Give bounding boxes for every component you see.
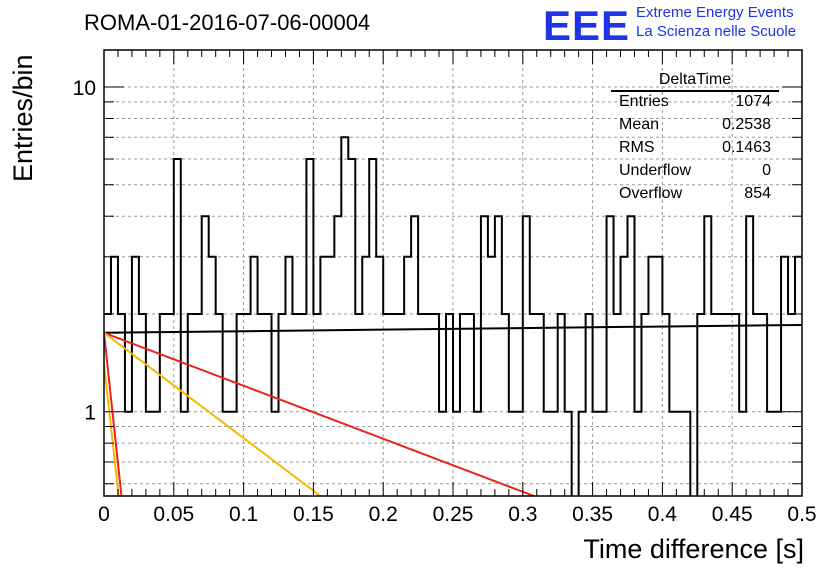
x-tick-label: 0.3	[508, 503, 537, 526]
y-axis-label-text: Entries/bin	[8, 54, 38, 182]
stats-title-underline	[611, 90, 779, 92]
stats-value: 0.2538	[722, 116, 771, 133]
x-tick-label: 0.25	[433, 503, 474, 526]
chart-title: ROMA-01-2016-07-06-00004	[84, 10, 371, 35]
stats-value: 0	[762, 162, 771, 179]
fit-line	[104, 323, 802, 334]
y-tick-label: 1	[84, 402, 96, 425]
fit-line	[104, 331, 535, 496]
stats-row-entries: Entries 1074	[619, 93, 771, 116]
stats-value: 854	[744, 185, 771, 202]
x-axis-label: Time difference [s]	[583, 534, 804, 564]
stats-label: Underflow	[619, 162, 692, 179]
fit-line	[104, 332, 123, 496]
histogram-series	[104, 136, 802, 496]
stats-label: Mean	[619, 116, 660, 133]
x-tick-label: 0.5	[787, 503, 816, 526]
stats-box: DeltaTime Entries 1074 Mean 0.2538 RMS 0…	[611, 71, 779, 208]
x-tick-label: 0.35	[572, 503, 613, 526]
x-tick-label: 0.2	[369, 503, 398, 526]
x-tick-label: 0	[98, 503, 110, 526]
logo-line-2: La Scienza nelle Scuole	[636, 23, 797, 40]
stats-row-overflow: Overflow 854	[619, 185, 771, 208]
eee-logo: EEE	[543, 2, 631, 49]
x-tick-label: 0.1	[229, 503, 258, 526]
x-tick-label: 0.45	[712, 503, 753, 526]
fit-line	[104, 364, 120, 496]
stats-label: Entries	[619, 93, 669, 110]
x-tick-label: 0.15	[293, 503, 334, 526]
stats-row-rms: RMS 0.1463	[619, 139, 771, 162]
stats-label: Overflow	[619, 185, 683, 202]
y-axis-label: Entries/bin	[8, 54, 38, 212]
stats-label: RMS	[619, 139, 655, 156]
x-tick-label: 0.05	[153, 503, 194, 526]
logo-line-1: Extreme Energy Events	[636, 4, 794, 21]
stats-title: DeltaTime	[658, 71, 732, 88]
eee-logo-caption: Extreme Energy Events La Scienza nelle S…	[636, 3, 796, 41]
y-tick-label: 10	[73, 77, 96, 100]
x-tick-label: 0.4	[648, 503, 678, 526]
stats-row-underflow: Underflow 0	[619, 162, 771, 185]
fit-line	[104, 331, 321, 496]
stats-value: 1074	[735, 93, 771, 110]
stats-value: 0.1463	[722, 139, 771, 156]
stats-row-mean: Mean 0.2538	[619, 116, 771, 139]
